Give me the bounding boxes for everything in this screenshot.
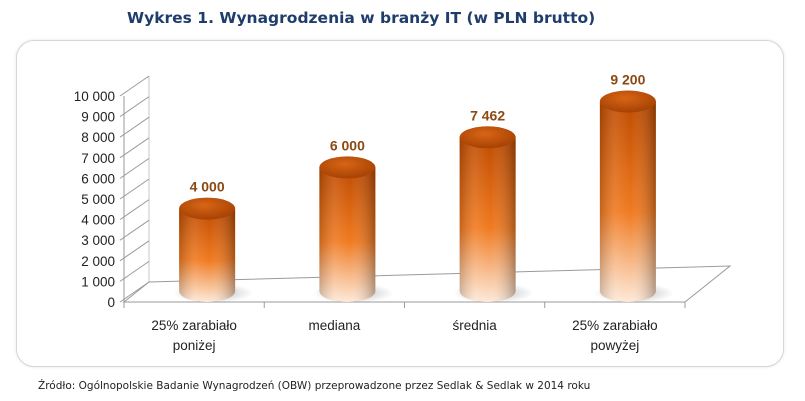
- bar-shading: [179, 208, 236, 302]
- bar-value-label: 4 000: [190, 179, 225, 195]
- y-tick-label: 9 000: [81, 110, 115, 125]
- y-tick-label: 8 000: [81, 130, 115, 145]
- y-tick-label: 0: [107, 295, 115, 310]
- bar-value-label: 9 200: [610, 71, 645, 87]
- bar-top: [319, 156, 376, 179]
- bar-top: [179, 197, 236, 220]
- bar-value-label: 6 000: [330, 137, 365, 153]
- category-label: powyżej: [590, 338, 639, 353]
- bar-shading: [599, 101, 656, 302]
- bar-shading: [319, 167, 376, 302]
- category-label: 25% zarabiało: [572, 318, 658, 333]
- bar-top: [459, 126, 516, 149]
- y-tick-line: [119, 137, 150, 159]
- bar-value-label: 7 462: [470, 107, 505, 123]
- y-tick-line: [119, 219, 150, 241]
- category-label: poniżej: [173, 338, 216, 353]
- category-label: średnia: [452, 318, 497, 333]
- y-tick-line: [119, 116, 150, 138]
- y-tick-line: [119, 178, 150, 200]
- y-tick-line: [119, 75, 150, 97]
- category-label: mediana: [308, 318, 360, 333]
- bar-top: [599, 90, 656, 113]
- source-note: Źródło: Ogólnopolskie Badanie Wynagrodze…: [38, 380, 591, 392]
- y-tick-line: [119, 260, 150, 282]
- y-tick-label: 6 000: [81, 171, 115, 186]
- y-tick-label: 3 000: [81, 233, 115, 248]
- y-tick-line: [119, 96, 150, 118]
- y-tick-label: 2 000: [81, 254, 115, 269]
- chart-title: Wykres 1. Wynagrodzenia w branży IT (w P…: [127, 9, 596, 27]
- bar-shading: [459, 137, 516, 302]
- y-tick-label: 1 000: [81, 274, 115, 289]
- y-tick-line: [119, 199, 150, 221]
- y-tick-line: [119, 157, 150, 179]
- y-tick-label: 4 000: [81, 213, 115, 228]
- y-tick-line: [119, 240, 150, 262]
- y-tick-label: 7 000: [81, 151, 115, 166]
- category-label: 25% zarabiało: [151, 318, 237, 333]
- y-tick-label: 5 000: [81, 192, 115, 207]
- y-tick-label: 10 000: [74, 89, 115, 104]
